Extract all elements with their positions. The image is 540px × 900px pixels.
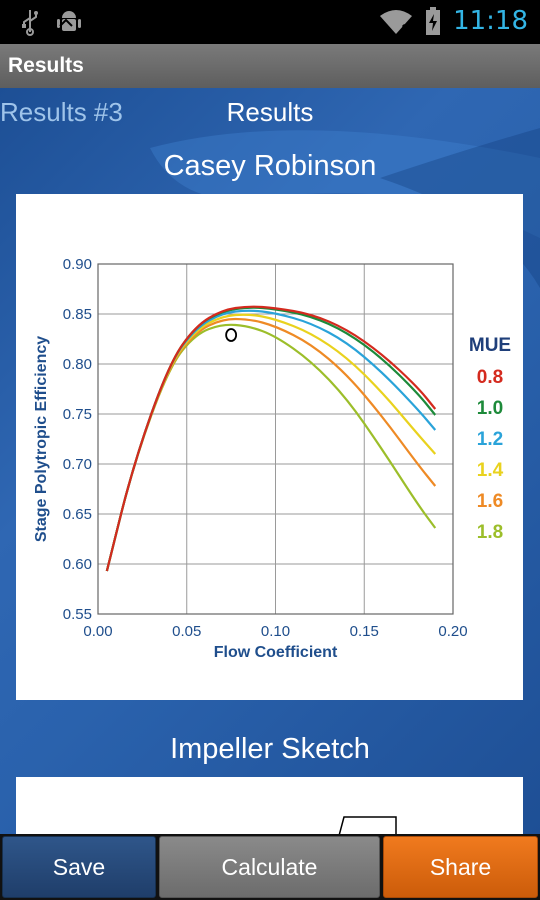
y-tick-label: 0.65 bbox=[63, 506, 92, 523]
action-bar: Results bbox=[0, 44, 540, 89]
legend-entry-0.8: 0.8 bbox=[477, 367, 503, 388]
android-debug-icon bbox=[57, 11, 81, 31]
x-tick-label: 0.20 bbox=[438, 623, 467, 640]
legend-entry-1.0: 1.0 bbox=[477, 398, 503, 419]
app-title: Results bbox=[8, 54, 84, 77]
efficiency-chart: 0.00 0.05 0.10 0.15 0.20 0.55 0.60 0.65 0.70 0.75… bbox=[33, 256, 511, 661]
y-tick-label: 0.90 bbox=[63, 256, 92, 273]
y-axis-label: Stage Polytropic Efficiency bbox=[33, 336, 50, 542]
x-axis-label: Flow Coefficient bbox=[214, 644, 338, 661]
series-line-1.0 bbox=[105, 306, 437, 572]
results-nav: Results #3 Results bbox=[0, 88, 540, 136]
y-tick-label: 0.75 bbox=[63, 406, 92, 423]
nav-title: Results bbox=[226, 97, 314, 127]
share-button[interactable]: Share bbox=[383, 836, 538, 898]
series-line-1.4 bbox=[105, 313, 437, 572]
x-tick-label: 0.15 bbox=[350, 623, 379, 640]
operating-point-marker bbox=[225, 328, 238, 342]
plot-frame bbox=[97, 263, 454, 615]
x-tick-label: 0.05 bbox=[172, 623, 201, 640]
status-time: 11:18 bbox=[453, 6, 528, 36]
y-tick-label: 0.85 bbox=[63, 306, 92, 323]
x-tick-label: 0.00 bbox=[83, 623, 112, 640]
battery-charging-icon bbox=[426, 7, 441, 35]
legend-entry-1.6: 1.6 bbox=[477, 491, 503, 512]
x-tick-label: 0.10 bbox=[261, 623, 290, 640]
legend-title: MUE bbox=[469, 335, 511, 356]
y-tick-label: 0.80 bbox=[63, 356, 92, 373]
results-content[interactable]: Results #3 Results Casey Robinson 0.00 0.… bbox=[0, 88, 540, 834]
series-line-1.2 bbox=[105, 309, 437, 572]
status-bar: 11:18 bbox=[0, 0, 540, 44]
legend-entry-1.2: 1.2 bbox=[477, 429, 503, 450]
bottom-action-bar: Save Calculate Share bbox=[0, 834, 540, 900]
y-tick-label: 0.60 bbox=[63, 556, 92, 573]
chart-section-title: Casey Robinson bbox=[163, 150, 377, 182]
impeller-sketch bbox=[338, 816, 397, 834]
series-line-1.6 bbox=[105, 317, 437, 572]
usb-icon bbox=[22, 10, 38, 36]
series-line-0.8 bbox=[105, 305, 437, 572]
save-button[interactable]: Save bbox=[2, 836, 156, 898]
legend-entry-1.8: 1.8 bbox=[477, 522, 503, 543]
legend-entry-1.4: 1.4 bbox=[477, 460, 504, 481]
impeller-sketch-card bbox=[16, 777, 523, 834]
calculate-button[interactable]: Calculate bbox=[159, 836, 380, 898]
chart-card: 0.00 0.05 0.10 0.15 0.20 0.55 0.60 0.65 0.70 0.75… bbox=[16, 194, 523, 700]
y-tick-label: 0.70 bbox=[63, 456, 92, 473]
results-back-button[interactable]: Results #3 bbox=[0, 97, 123, 127]
y-tick-label: 0.55 bbox=[63, 606, 92, 623]
wifi-icon bbox=[380, 10, 413, 34]
sketch-section-title: Impeller Sketch bbox=[170, 733, 370, 765]
